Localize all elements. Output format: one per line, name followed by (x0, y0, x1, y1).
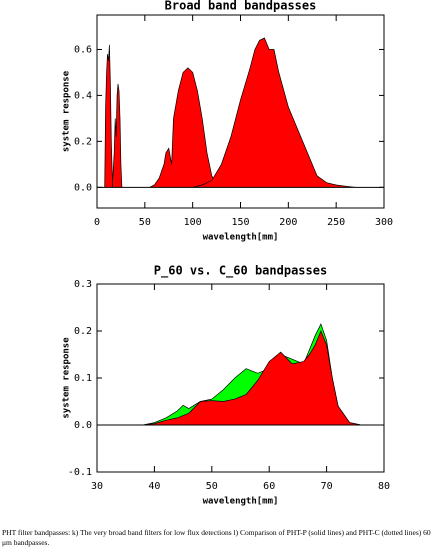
x-tick-label: 70 (321, 481, 333, 492)
charts: Broad band bandpasses wavelength[mm] syste… (62, 0, 394, 507)
area (192, 37, 356, 188)
y-axis-label: system response (62, 337, 72, 419)
y-tick-label: 0.0 (74, 182, 92, 193)
y-tick-label: 0.4 (74, 90, 92, 101)
y-tick-label: 0.1 (74, 373, 92, 384)
x-tick-label: 150 (231, 217, 249, 228)
x-tick-label: 250 (327, 217, 345, 228)
area (149, 67, 222, 188)
area (142, 330, 373, 426)
x-tick-label: 300 (375, 217, 393, 228)
y-tick-label: 0.3 (74, 279, 92, 290)
x-tick-label: 40 (148, 481, 160, 492)
plot-frame (96, 14, 385, 209)
y-tick-label: 0.6 (74, 44, 92, 55)
area (104, 44, 114, 188)
y-axis-label: system response (62, 70, 72, 152)
x-tick-label: 80 (378, 481, 390, 492)
x-tick-label: 0 (94, 217, 100, 228)
area (111, 83, 123, 188)
y-tick-label: 0.2 (74, 136, 92, 147)
x-tick-label: 50 (139, 217, 151, 228)
chart-title: Broad band bandpasses (165, 0, 317, 13)
caption: PHT filter bandpasses: k) The very broad… (2, 528, 431, 547)
x-tick-label: 30 (91, 481, 103, 492)
chart-title: P_60 vs. C_60 bandpasses (154, 264, 327, 279)
x-axis-label: wavelength[mm] (203, 497, 279, 507)
x-tick-label: 100 (184, 217, 202, 228)
y-tick-label: 0.2 (74, 326, 92, 337)
y-tick-label: -0.1 (68, 467, 92, 478)
y-tick-label: 0.0 (74, 420, 92, 431)
x-axis-label: wavelength[mm] (203, 233, 279, 243)
x-tick-label: 60 (263, 481, 275, 492)
x-tick-label: 200 (279, 217, 297, 228)
plot-frame (96, 283, 385, 473)
x-tick-label: 50 (206, 481, 218, 492)
